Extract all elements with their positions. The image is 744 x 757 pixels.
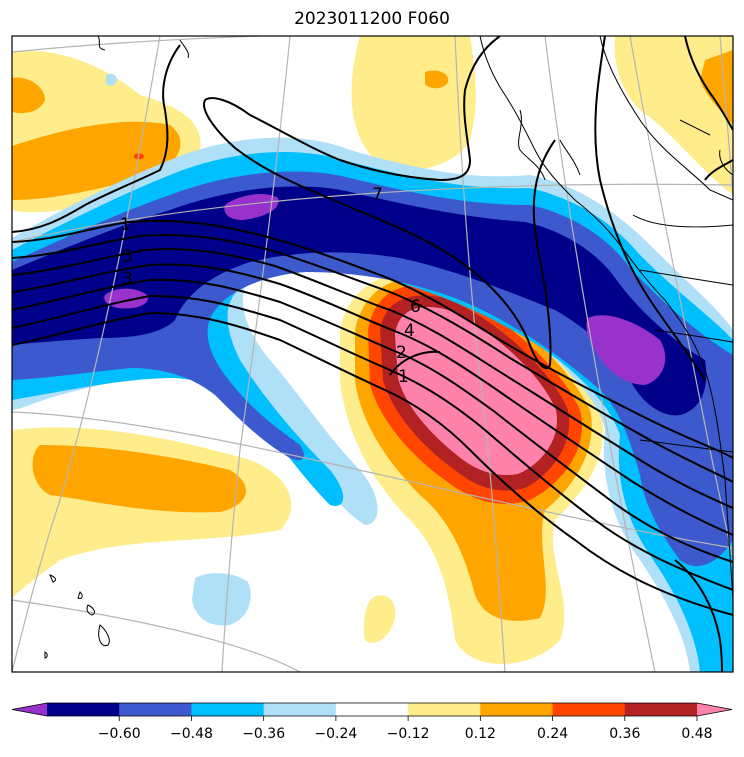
contour-line: [203, 99, 556, 370]
positive-orange-top-left-small: [12, 77, 45, 114]
map-title: 2023011200 F060: [294, 9, 450, 29]
contour-label: 2: [396, 343, 407, 363]
colorbar-segment: [480, 703, 554, 716]
negative-min-center: [224, 194, 279, 220]
negative-blue-bottom-center: [192, 573, 251, 626]
contour-line: [12, 44, 181, 233]
colorbar-segment: [624, 703, 698, 716]
colorbar-tick-label: 0.12: [465, 726, 496, 742]
negative-min-right: [586, 315, 666, 385]
shaded-field: 1 5 3 7 6 4 2 1: [12, 36, 733, 672]
map-frame: [11, 35, 734, 673]
colorbar-tick-label: 0.36: [609, 726, 640, 742]
contour-label: 1: [398, 367, 409, 387]
colorbar-extend-min: [12, 703, 47, 716]
positive-orange-bottom-left: [32, 445, 247, 513]
contour-label: 3: [122, 269, 133, 289]
colorbar-segment: [335, 703, 409, 716]
contour-line: [594, 36, 706, 381]
contour-label: 7: [372, 185, 383, 205]
colorbar-ticks: −0.60 −0.48 −0.36 −0.24 −0.12 0.12 0.24 0.36 0.4…: [98, 716, 713, 742]
colorbar-segment: [119, 703, 192, 716]
negative-small-top-left: [106, 73, 117, 86]
positive-orange-top-center: [425, 70, 449, 89]
positive-orange-top-right: [700, 50, 733, 125]
colorbar-segment: [408, 703, 481, 716]
contour-line: [12, 233, 733, 483]
colorbar-tick-label: 0.48: [681, 726, 712, 742]
contour-label: 4: [404, 321, 415, 341]
colorbar-outline: [11, 702, 733, 717]
contour-line: [12, 294, 733, 591]
contour-line: [674, 559, 723, 672]
contour-line: [684, 36, 733, 131]
positive-max-core: [395, 307, 558, 476]
colorbar-extend-max: [697, 703, 732, 716]
negative-band-navy: [12, 186, 707, 416]
colorbar-tick-label: 0.24: [537, 726, 568, 742]
contour-line: [12, 248, 733, 509]
colorbar-segment: [191, 703, 265, 716]
colorbar-tick-label: −0.48: [170, 726, 213, 742]
colorbar-segment: [263, 703, 337, 716]
colorbar-tick-label: −0.60: [98, 726, 141, 742]
colorbar-tick-label: −0.36: [242, 726, 285, 742]
contour-label: 1: [120, 215, 131, 235]
colorbar-segment: [552, 703, 626, 716]
contour-line: [12, 263, 733, 536]
positive-region-top-center: [351, 36, 476, 171]
contour-label: 5: [122, 247, 133, 267]
colorbar-segment: [47, 703, 120, 716]
colorbar: [11, 702, 733, 717]
contours: [12, 36, 733, 672]
contour-line: [704, 159, 733, 181]
positive-region-small-island: [363, 595, 396, 643]
contour-line: [12, 311, 733, 616]
colorbar-tick-label: −0.12: [387, 726, 430, 742]
contour-line: [389, 350, 441, 376]
colorbar-tick-label: −0.24: [314, 726, 357, 742]
contour-label: 6: [410, 297, 421, 317]
contour-line: [204, 36, 501, 182]
contour-line: [12, 219, 733, 459]
positive-orange-top-left: [12, 121, 181, 200]
contour-line: [12, 278, 733, 563]
